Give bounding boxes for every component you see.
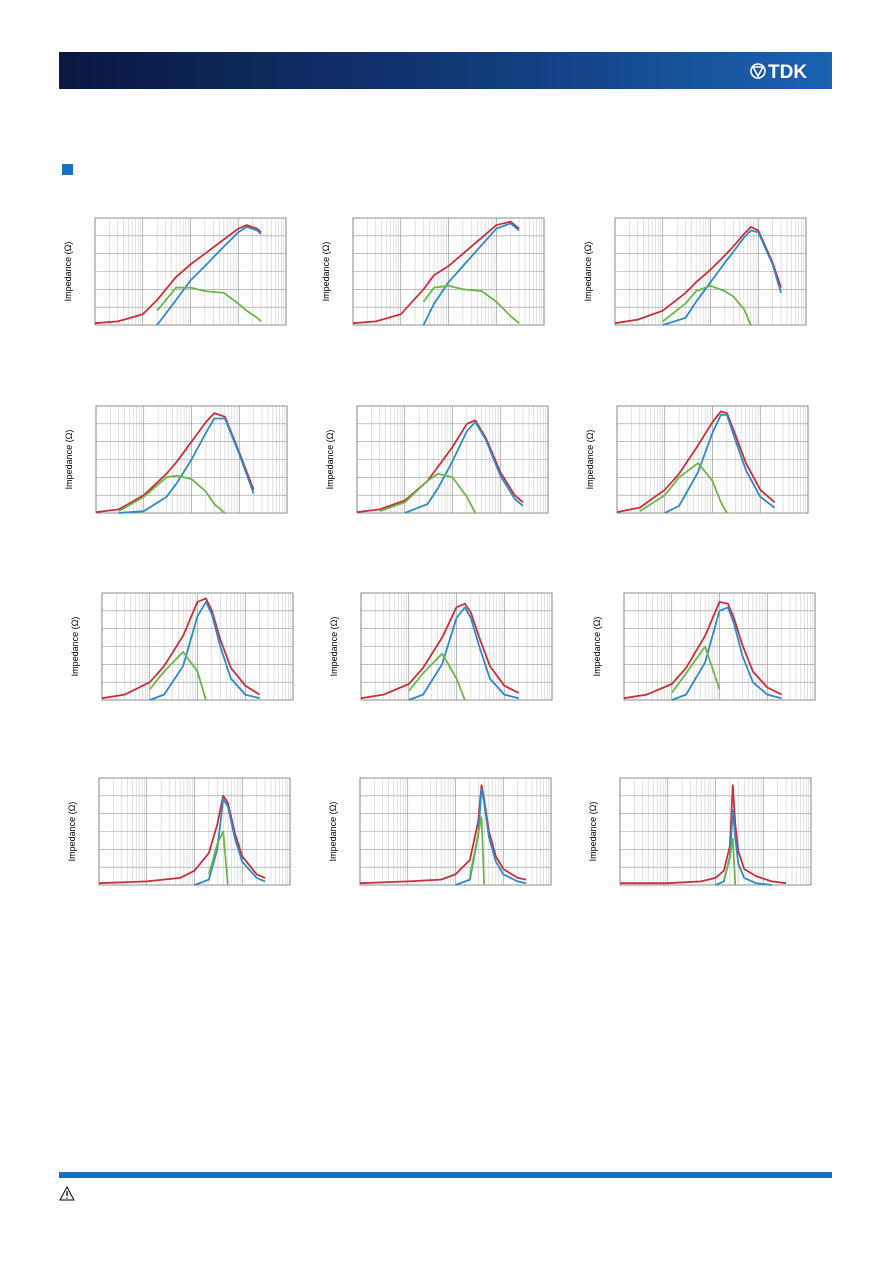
impedance-curve xyxy=(101,597,261,700)
chart: Impedance (Ω) xyxy=(329,592,553,701)
impedance-curve xyxy=(118,417,255,514)
impedance-curve xyxy=(408,606,519,701)
chart: Impedance (Ω) xyxy=(63,217,287,326)
y-axis-label: Impedance (Ω) xyxy=(329,617,339,677)
impedance-curve xyxy=(156,226,262,326)
y-axis-label: Impedance (Ω) xyxy=(67,802,77,862)
impedance-curve xyxy=(404,421,524,514)
impedance-curve xyxy=(356,419,524,513)
y-axis-label: Impedance (Ω) xyxy=(325,430,335,490)
y-axis-label: Impedance (Ω) xyxy=(583,242,593,302)
impedance-curve xyxy=(360,602,520,700)
impedance-curve xyxy=(352,220,520,325)
warning-icon xyxy=(59,1185,75,1201)
impedance-curve xyxy=(208,830,229,886)
impedance-curve xyxy=(671,645,721,694)
impedance-curve xyxy=(469,816,486,886)
impedance-curve xyxy=(194,798,266,886)
logo-symbol xyxy=(750,63,766,79)
y-axis-label: Impedance (Ω) xyxy=(585,430,595,490)
y-axis-label: Impedance (Ω) xyxy=(328,802,338,862)
y-axis-label: Impedance (Ω) xyxy=(63,242,73,302)
impedance-curve xyxy=(408,652,466,701)
impedance-curve xyxy=(664,414,776,514)
y-axis-label: Impedance (Ω) xyxy=(588,802,598,862)
chart: Impedance (Ω) xyxy=(585,405,809,514)
chart: Impedance (Ω) xyxy=(328,777,552,886)
impedance-curve xyxy=(156,286,262,323)
impedance-curve xyxy=(620,784,787,885)
y-axis-label: Impedance (Ω) xyxy=(592,617,602,677)
impedance-curve xyxy=(118,474,226,514)
y-axis-label: Impedance (Ω) xyxy=(64,430,74,490)
impedance-curve xyxy=(94,224,262,325)
chart: Impedance (Ω) xyxy=(588,777,812,886)
impedance-curve xyxy=(623,601,783,700)
impedance-curve xyxy=(662,284,752,326)
impedance-curve xyxy=(379,472,477,514)
impedance-curve xyxy=(422,284,520,324)
logo-text: TDK xyxy=(768,62,807,83)
chart: Impedance (Ω) xyxy=(583,217,807,326)
section-marker xyxy=(62,164,73,175)
chart: Impedance (Ω) xyxy=(67,777,291,886)
chart: Impedance (Ω) xyxy=(64,405,288,514)
chart: Impedance (Ω) xyxy=(70,592,294,701)
impedance-curve xyxy=(662,229,782,326)
header-bar xyxy=(59,52,832,89)
impedance-curve xyxy=(639,462,728,514)
impedance-curve xyxy=(614,226,782,325)
chart: Impedance (Ω) xyxy=(592,592,816,701)
chart: Impedance (Ω) xyxy=(321,217,545,326)
y-axis-label: Impedance (Ω) xyxy=(321,242,331,302)
impedance-curve xyxy=(149,601,260,701)
footer-bar xyxy=(59,1172,832,1178)
impedance-curve xyxy=(359,784,527,885)
impedance-curve xyxy=(149,651,207,701)
impedance-curve xyxy=(671,606,782,701)
impedance-curve xyxy=(723,837,737,886)
impedance-curve xyxy=(98,794,266,885)
y-axis-label: Impedance (Ω) xyxy=(70,617,80,677)
charts: Impedance (Ω) Impedance (Ω) Impedance (Ω) I… xyxy=(63,217,816,886)
chart: Impedance (Ω) xyxy=(325,405,549,514)
impedance-curve xyxy=(422,222,520,326)
impedance-curve xyxy=(616,410,776,513)
